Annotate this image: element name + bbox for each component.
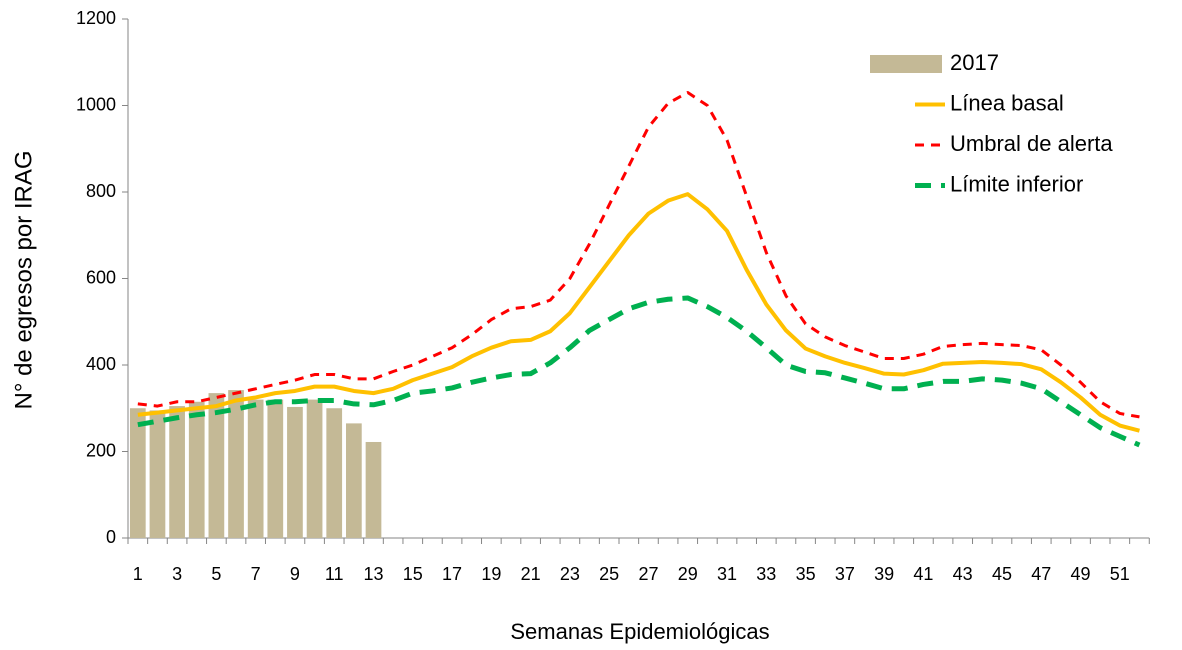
- x-tick-label: 45: [992, 564, 1012, 584]
- line: [137, 295, 1141, 448]
- x-tick-label: 7: [251, 564, 261, 584]
- line: [137, 192, 1140, 433]
- x-tick-label: 33: [756, 564, 776, 584]
- bar: [267, 399, 284, 538]
- x-tick-label: 39: [874, 564, 894, 584]
- legend-label: Umbral de alerta: [950, 131, 1113, 156]
- y-tick-label: 200: [86, 440, 116, 460]
- y-tick-label: 1000: [76, 94, 116, 114]
- x-tick-label: 21: [521, 564, 541, 584]
- x-tick-label: 51: [1110, 564, 1130, 584]
- bar: [228, 390, 244, 538]
- bar: [129, 408, 146, 538]
- x-tick-label: 37: [835, 564, 855, 584]
- y-tick-label: 800: [86, 181, 116, 201]
- bar: [169, 406, 185, 538]
- bar: [326, 408, 343, 538]
- y-tick-label: 1200: [76, 8, 116, 28]
- bar: [287, 406, 303, 538]
- x-tick-label: 47: [1031, 564, 1051, 584]
- bar: [346, 423, 362, 538]
- x-tick-label: 1: [133, 564, 143, 584]
- x-tick-label: 31: [717, 564, 737, 584]
- bar: [149, 410, 166, 538]
- x-tick-label: 13: [363, 564, 383, 584]
- x-tick-label: 43: [953, 564, 973, 584]
- bar: [247, 399, 264, 538]
- x-tick-label: 41: [913, 564, 933, 584]
- x-tick-label: 15: [403, 564, 423, 584]
- line: [137, 91, 1140, 419]
- y-tick-label: 0: [106, 527, 116, 547]
- x-tick-label: 35: [796, 564, 816, 584]
- bar: [365, 441, 382, 538]
- x-tick-label: 23: [560, 564, 580, 584]
- legend-label: 2017: [950, 50, 999, 75]
- x-tick-label: 9: [290, 564, 300, 584]
- x-tick-label: 17: [442, 564, 462, 584]
- x-tick-label: 3: [172, 564, 182, 584]
- bar: [208, 393, 225, 538]
- x-tick-label: 11: [325, 564, 344, 584]
- x-tick-label: 19: [481, 564, 501, 584]
- legend-swatch: [870, 55, 942, 73]
- bar: [188, 401, 205, 538]
- y-axis-label: N° de egresos por IRAG: [10, 150, 37, 409]
- bar: [306, 399, 323, 538]
- x-tick-label: 27: [638, 564, 658, 584]
- y-tick-label: 400: [86, 354, 116, 374]
- x-tick-label: 5: [211, 564, 221, 584]
- legend-label: Línea basal: [950, 90, 1064, 115]
- y-tick-label: 600: [86, 267, 116, 287]
- legend-label: Límite inferior: [950, 171, 1083, 196]
- x-tick-label: 29: [678, 564, 698, 584]
- x-tick-label: 49: [1071, 564, 1091, 584]
- x-tick-label: 25: [599, 564, 619, 584]
- x-axis-label: Semanas Epidemiológicas: [510, 619, 769, 644]
